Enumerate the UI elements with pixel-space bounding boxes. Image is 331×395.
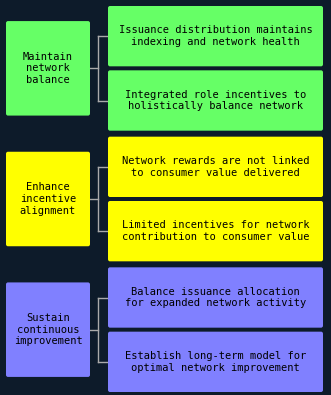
FancyBboxPatch shape <box>108 267 323 328</box>
Text: Integrated role incentives to
holistically balance network: Integrated role incentives to holistical… <box>125 90 306 111</box>
Text: Issuance distribution maintains
indexing and network health: Issuance distribution maintains indexing… <box>118 25 312 47</box>
FancyBboxPatch shape <box>108 201 323 261</box>
Text: Establish long-term model for
optimal network improvement: Establish long-term model for optimal ne… <box>125 351 306 372</box>
FancyBboxPatch shape <box>108 137 323 197</box>
FancyBboxPatch shape <box>6 282 90 377</box>
FancyBboxPatch shape <box>108 332 323 392</box>
FancyBboxPatch shape <box>108 70 323 131</box>
Text: Network rewards are not linked
to consumer value delivered: Network rewards are not linked to consum… <box>122 156 309 178</box>
FancyBboxPatch shape <box>6 152 90 246</box>
FancyBboxPatch shape <box>6 21 90 116</box>
Text: Enhance
incentive
alignment: Enhance incentive alignment <box>20 182 76 216</box>
Text: Maintain
network
balance: Maintain network balance <box>23 52 73 85</box>
FancyBboxPatch shape <box>108 6 323 66</box>
Text: Balance issuance allocation
for expanded network activity: Balance issuance allocation for expanded… <box>125 287 306 308</box>
Text: Limited incentives for network
contribution to consumer value: Limited incentives for network contribut… <box>122 220 309 242</box>
Text: Sustain
continuous
improvement: Sustain continuous improvement <box>14 313 82 346</box>
